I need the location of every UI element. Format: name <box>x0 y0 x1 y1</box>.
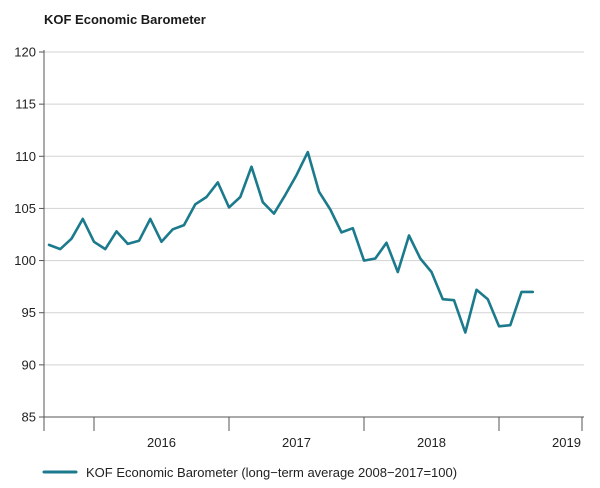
y-tick-label: 90 <box>22 357 36 372</box>
y-tick-label: 115 <box>15 97 36 112</box>
chart-title: KOF Economic Barometer <box>44 12 206 27</box>
x-tick-label: 2016 <box>147 435 176 450</box>
x-tick-label: 2019 <box>552 435 581 450</box>
x-tick-label: 2018 <box>417 435 446 450</box>
series-line <box>47 150 535 334</box>
y-tick-label: 85 <box>22 410 36 425</box>
y-tick-label: 120 <box>14 45 36 60</box>
y-tick-label: 110 <box>15 149 36 164</box>
y-tick-label: 105 <box>14 201 36 216</box>
x-tick-label: 2017 <box>282 435 311 450</box>
y-tick-label: 95 <box>22 305 36 320</box>
legend-label: KOF Economic Barometer (long−term averag… <box>86 465 457 480</box>
y-tick-label: 100 <box>14 253 36 268</box>
